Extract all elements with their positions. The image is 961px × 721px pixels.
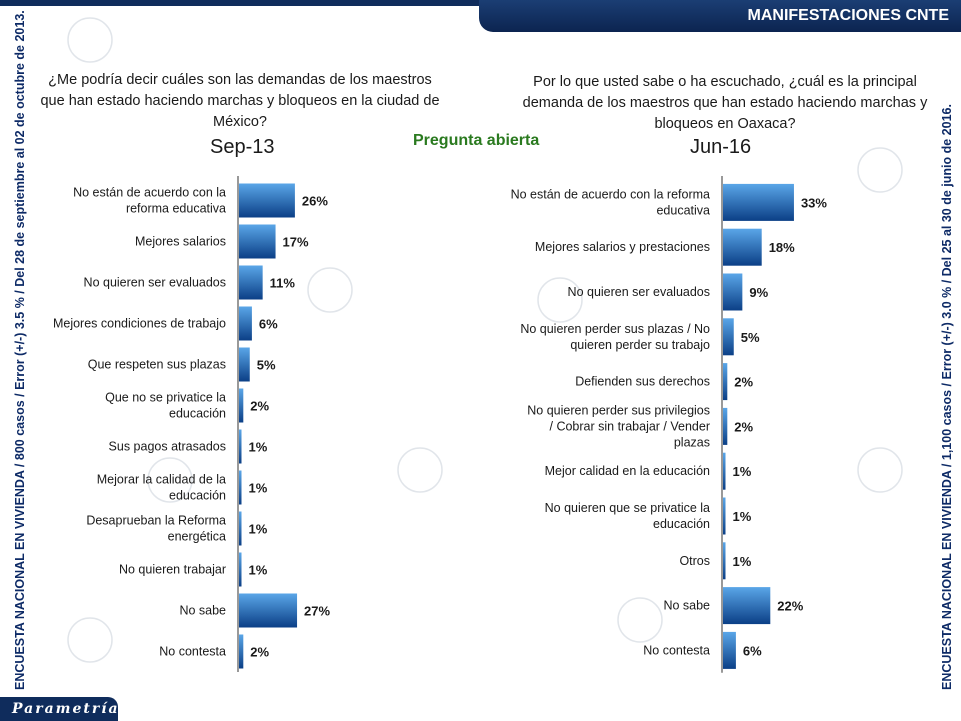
open-question-label: Pregunta abierta — [413, 132, 540, 149]
value-label: 1% — [733, 509, 752, 524]
value-label: 6% — [259, 317, 278, 332]
value-label: 22% — [777, 599, 803, 614]
value-label: 1% — [733, 464, 752, 479]
value-label: 9% — [749, 285, 768, 300]
category-label: No quieren ser evaluados — [84, 276, 226, 290]
value-label: 1% — [249, 481, 268, 496]
value-label: 17% — [283, 235, 309, 250]
chart-jun16: 33% No están de acuerdo con la reforma edu… — [511, 176, 827, 673]
category-label: Mejores salarios y prestaciones — [535, 240, 710, 254]
bar — [723, 587, 771, 625]
value-label: 1% — [249, 440, 268, 455]
category-label: Que no se privatice la educación — [105, 391, 226, 421]
bar — [723, 407, 728, 445]
value-label: 11% — [270, 276, 296, 291]
category-label: Desaprueban la Reforma energética — [86, 514, 226, 544]
bar — [723, 183, 794, 221]
bar — [239, 347, 250, 382]
bar — [239, 593, 298, 628]
bar — [723, 631, 736, 669]
bar — [239, 552, 242, 587]
category-label: No sabe — [179, 604, 226, 618]
bar — [239, 224, 276, 259]
value-label: 2% — [734, 375, 753, 390]
chart-sep13: 26% No están de acuerdo con la reforma edu… — [53, 176, 331, 672]
category-label: Otros — [679, 554, 710, 568]
category-label: Mejorar la calidad de la educación — [97, 473, 226, 503]
value-label: 5% — [741, 330, 760, 345]
bar — [723, 452, 726, 490]
category-label: Mejores salarios — [135, 235, 226, 249]
value-label: 2% — [734, 419, 753, 434]
category-label: Que respeten sus plazas — [88, 358, 226, 372]
value-label: 2% — [250, 399, 269, 414]
category-label: No quieren perder sus plazas / No quieren… — [520, 322, 710, 352]
value-label: 27% — [304, 604, 330, 619]
period-left: Sep-13 — [210, 136, 275, 158]
category-label: Mejores condiciones de trabajo — [53, 317, 226, 331]
header-title: MANIFESTACIONES CNTE — [747, 7, 949, 24]
question-right: Por lo que usted sabe o ha escuchado, ¿c… — [522, 74, 928, 132]
bar — [239, 388, 244, 423]
category-label: Sus pagos atrasados — [109, 440, 226, 454]
category-label: No están de acuerdo con la reforma educat… — [511, 187, 710, 217]
header-banner: MANIFESTACIONES CNTE — [479, 0, 961, 32]
value-label: 1% — [733, 554, 752, 569]
value-label: 33% — [801, 195, 827, 210]
bar — [723, 318, 734, 356]
value-label: 1% — [249, 522, 268, 537]
category-label: No están de acuerdo con la reforma educat… — [73, 186, 226, 216]
bar — [239, 306, 252, 341]
category-label: No contesta — [159, 645, 226, 659]
category-label: No contesta — [643, 643, 710, 657]
bar — [239, 511, 242, 546]
category-label: Mejor calidad en la educación — [545, 464, 710, 478]
category-label: No quieren ser evaluados — [568, 285, 710, 299]
parametria-logo: Parametría — [0, 697, 118, 721]
period-right: Jun-16 — [690, 136, 752, 158]
question-left: ¿Me podría decir cuáles son las demandas… — [40, 72, 440, 130]
value-label: 18% — [769, 240, 795, 255]
bar — [723, 228, 762, 266]
bar — [239, 470, 242, 505]
category-label: No sabe — [663, 599, 710, 613]
value-label: 6% — [743, 643, 762, 658]
bar — [239, 265, 263, 300]
bar — [723, 542, 726, 580]
value-label: 1% — [249, 563, 268, 578]
category-label: No quieren que se privatice la educación — [545, 501, 710, 531]
bar — [239, 183, 295, 218]
category-label: No quieren perder sus privilegios / Cobra… — [527, 403, 710, 449]
category-label: No quieren trabajar — [119, 563, 226, 577]
value-label: 26% — [302, 194, 328, 209]
bar — [239, 634, 244, 669]
bar — [239, 429, 242, 464]
value-label: 2% — [250, 645, 269, 660]
bar — [723, 273, 743, 311]
bar — [723, 363, 728, 401]
category-label: Defienden sus derechos — [575, 375, 710, 389]
value-label: 5% — [257, 358, 276, 373]
bar — [723, 497, 726, 535]
